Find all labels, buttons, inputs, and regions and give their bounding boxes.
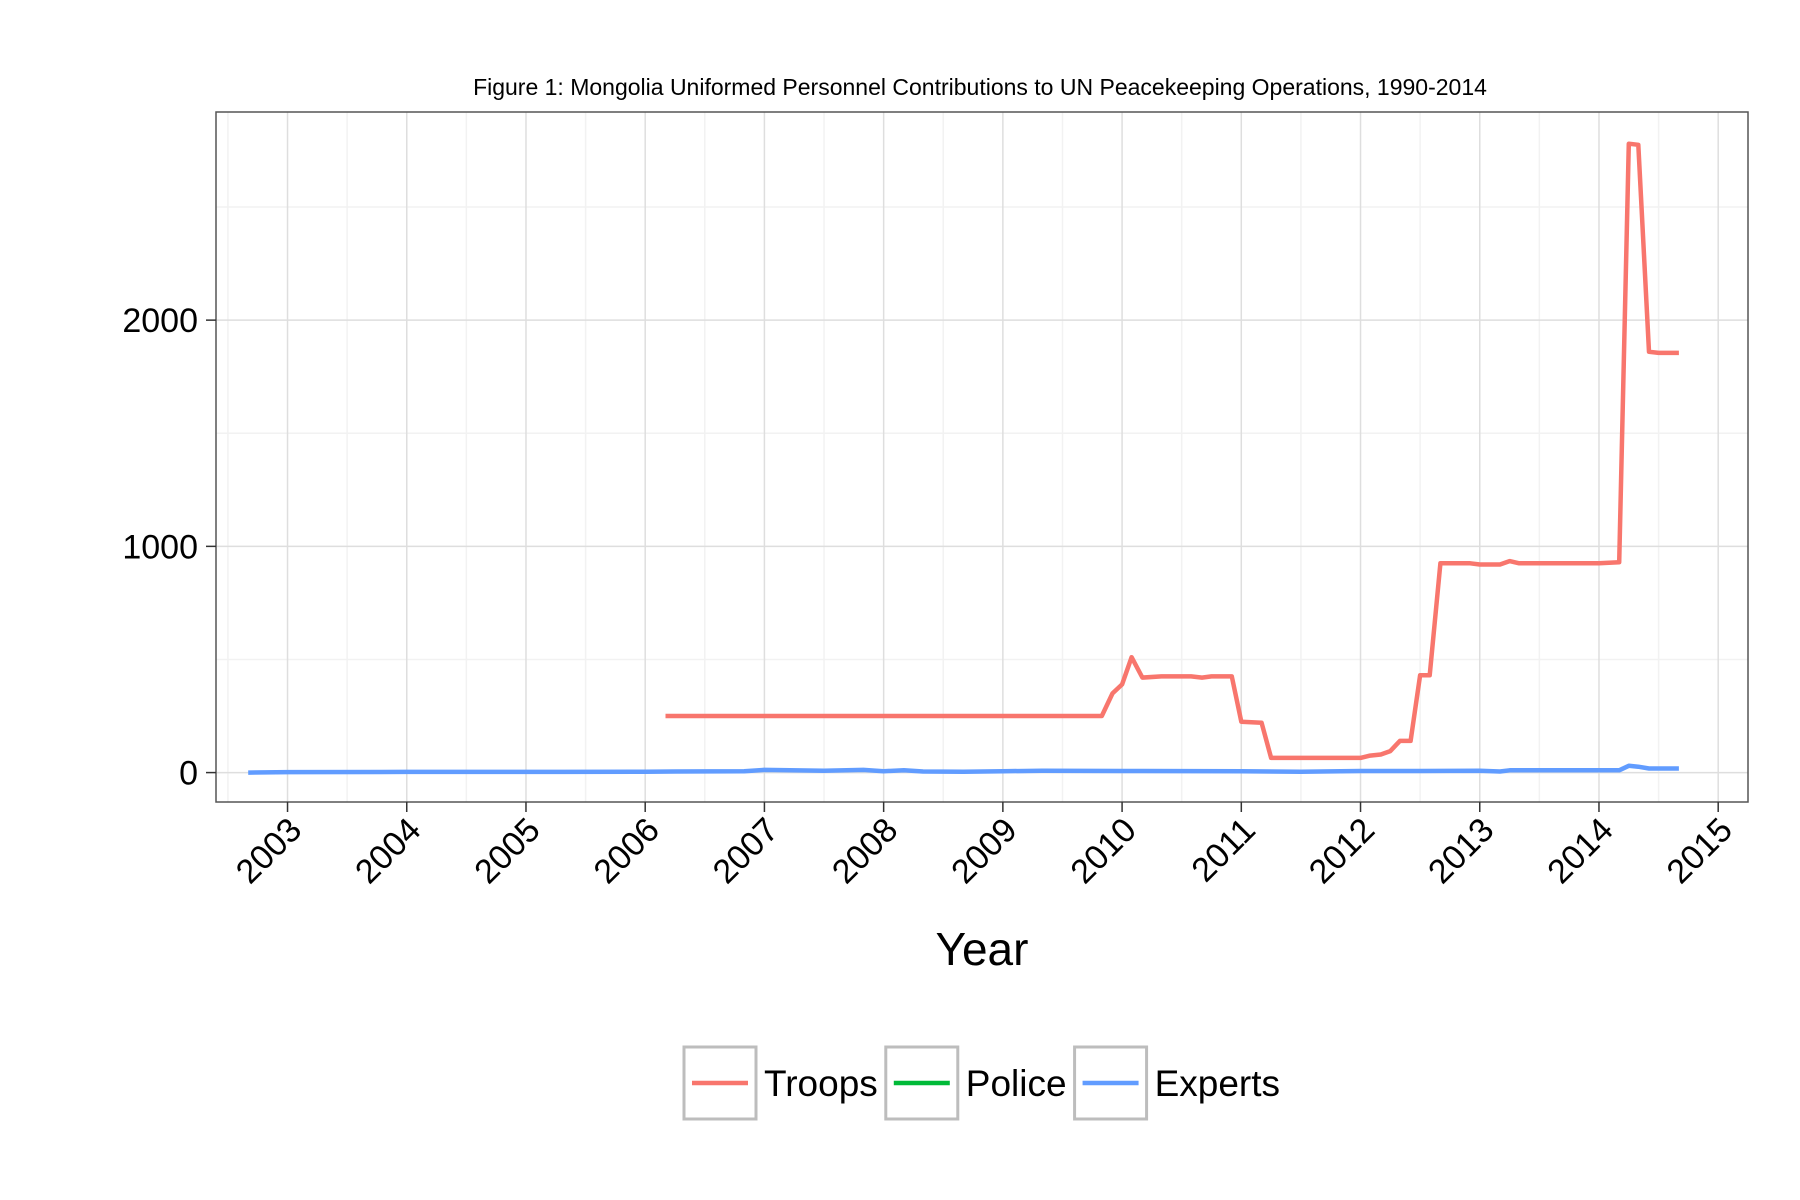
x-tick-label: 2004: [348, 811, 428, 891]
x-axis: 2003 2004 2005 2006 2007 2008 2009 2010 2011 2012…: [229, 802, 1740, 891]
y-tick-label: 1000: [122, 528, 198, 566]
x-tick-label: 2003: [229, 811, 309, 891]
series-line-troops: [665, 141, 1679, 761]
x-tick-label: 2007: [706, 811, 786, 891]
x-tick-label: 2005: [467, 811, 547, 891]
x-tick-label: 2009: [944, 811, 1024, 891]
legend: Troops Police Experts: [682, 1045, 1280, 1121]
x-tick-label: 2008: [825, 811, 905, 891]
legend-label-troops: Troops: [764, 1063, 878, 1104]
x-tick-label: 2012: [1302, 811, 1382, 891]
plot-panel: [215, 111, 1749, 803]
y-tick-label: 0: [179, 755, 198, 793]
x-tick-label: 2006: [586, 811, 666, 891]
series-lines: [248, 141, 1679, 775]
y-tick-label: 2000: [122, 302, 198, 340]
grid: [216, 112, 1748, 802]
chart-title: Figure 1: Mongolia Uniformed Personnel C…: [473, 74, 1487, 100]
x-tick-label: 2014: [1540, 811, 1620, 891]
x-tick-label: 2011: [1184, 811, 1263, 890]
x-tick-label: 2013: [1421, 811, 1501, 891]
legend-label-experts: Experts: [1155, 1063, 1280, 1104]
y-axis: 0 1000 2000: [122, 302, 216, 793]
x-tick-label: 2010: [1063, 811, 1143, 891]
legend-label-police: Police: [966, 1063, 1067, 1104]
x-tick-label: 2015: [1659, 811, 1739, 891]
x-axis-label: Year: [936, 923, 1029, 975]
series-line-experts: [248, 763, 1679, 775]
